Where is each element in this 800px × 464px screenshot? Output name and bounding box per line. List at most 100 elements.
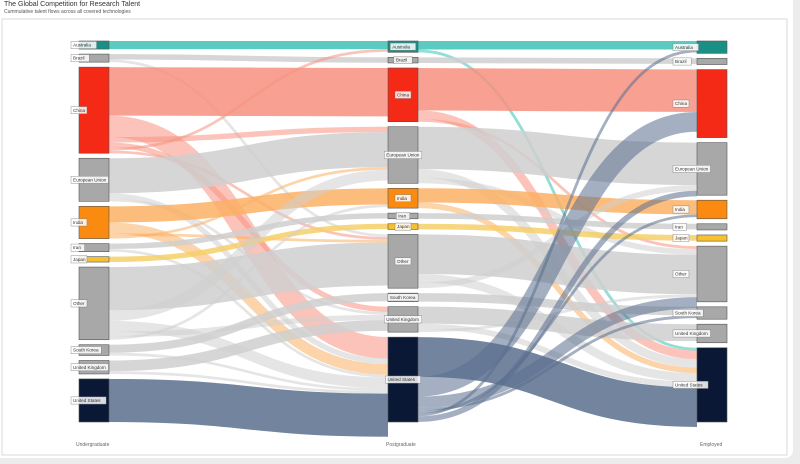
node-employed-iran[interactable] xyxy=(696,223,728,231)
node-label-box xyxy=(70,54,90,62)
node-label-box xyxy=(394,194,412,203)
node-label-postgraduate-south-korea: South Korea xyxy=(390,295,416,300)
node-label-employed-united-states: United States xyxy=(675,382,703,387)
flow-link-other-to-european-union xyxy=(108,169,389,321)
flow-link-china-to-china xyxy=(108,67,389,117)
node-label-undergraduate-japan: Japan xyxy=(73,257,86,262)
flow-link-united-kingdom-to-united-states xyxy=(108,371,389,394)
node-label-postgraduate-australia: Australia xyxy=(392,44,410,49)
node-label-undergraduate-other: Other xyxy=(73,301,85,306)
node-label-employed-china: China xyxy=(675,101,687,106)
node-label-undergraduate-united-states: United States xyxy=(73,398,101,403)
node-label-box xyxy=(70,255,88,264)
node-label-box xyxy=(672,57,692,66)
node-label-employed-iran: Iran xyxy=(675,224,683,229)
flow-link-united-states-to-european-union xyxy=(417,190,698,423)
node-label-box xyxy=(396,212,410,220)
flow-link-united-states-to-united-states xyxy=(417,337,698,427)
node-label-postgraduate-iran: Iran xyxy=(398,214,406,219)
node-label-box xyxy=(70,299,88,308)
node-label-employed-india: India xyxy=(675,207,685,212)
flow-link-china-to-australia xyxy=(108,49,389,151)
node-label-box xyxy=(672,234,690,242)
chart-frame: The Global Competition for Research Tale… xyxy=(0,0,793,458)
stage-label-undergraduate: Undergraduate xyxy=(76,442,110,448)
node-label-box xyxy=(672,309,704,317)
flow-link-china-to-other xyxy=(108,150,389,240)
flow-link-united-kingdom-to-united-kingdom xyxy=(108,320,389,372)
node-label-box xyxy=(672,99,690,108)
flow-link-european-union-to-other xyxy=(417,177,698,255)
node-label-undergraduate-australia: Australia xyxy=(73,43,91,48)
node-label-postgraduate-india: India xyxy=(397,196,407,201)
node-label-box xyxy=(70,41,97,49)
node-label-box xyxy=(390,42,416,51)
node-label-box xyxy=(70,396,107,405)
flow-link-united-states-to-china xyxy=(417,111,698,397)
node-label-employed-other: Other xyxy=(675,272,687,277)
flow-link-other-to-india xyxy=(108,204,389,340)
flow-link-united-states-to-south-korea xyxy=(417,315,698,411)
node-label-employed-united-kingdom: United Kingdom xyxy=(675,331,708,336)
node-label-undergraduate-european-union: European Union xyxy=(73,177,107,182)
flow-link-united-states-to-australia xyxy=(417,49,698,417)
node-label-undergraduate-south-korea: South Korea xyxy=(73,348,99,353)
flow-link-united-kingdom-to-united-kingdom xyxy=(417,306,698,342)
node-label-box xyxy=(70,175,109,184)
node-label-box xyxy=(385,375,421,384)
node-label-undergraduate-china: China xyxy=(73,108,85,113)
node-label-box xyxy=(672,43,699,51)
node-label-box xyxy=(394,91,412,99)
node-label-undergraduate-iran: Iran xyxy=(73,245,81,250)
node-employed-brazil[interactable] xyxy=(696,58,728,65)
flow-link-other-to-other xyxy=(108,242,389,311)
node-label-box xyxy=(70,106,88,115)
flow-link-united-states-to-united-states xyxy=(108,378,389,437)
node-label-undergraduate-india: India xyxy=(73,220,83,225)
node-label-box xyxy=(394,257,412,266)
node-label-box xyxy=(70,363,109,372)
node-label-box xyxy=(384,315,422,324)
flow-link-other-to-united-states xyxy=(108,320,389,389)
flow-link-brazil-to-brazil xyxy=(417,57,698,65)
node-label-employed-japan: Japan xyxy=(675,236,688,241)
flow-link-india-to-united-states xyxy=(417,202,698,374)
flow-link-india-to-india xyxy=(108,188,389,223)
chart-subtitle: Cummulative talent flows across all cove… xyxy=(4,9,131,15)
flow-link-south-korea-to-south-korea xyxy=(108,293,389,353)
flow-link-south-korea-to-united-states xyxy=(108,352,389,391)
node-label-box xyxy=(672,165,711,173)
flow-link-european-union-to-european-union xyxy=(417,126,698,186)
stage-label-postgraduate: Postgraduate xyxy=(386,442,416,448)
node-label-employed-australia: Australia xyxy=(675,45,693,50)
node-label-employed-south-korea: South Korea xyxy=(675,311,701,316)
node-employed-other[interactable] xyxy=(696,245,728,303)
node-label-undergraduate-united-kingdom: United Kingdom xyxy=(73,365,106,370)
flow-link-brazil-to-brazil xyxy=(108,54,389,63)
node-label-postgraduate-brazil: Brazil xyxy=(396,58,408,63)
node-employed-japan[interactable] xyxy=(696,234,728,242)
flow-link-iran-to-iran xyxy=(108,213,389,249)
node-employed-australia[interactable] xyxy=(696,40,728,54)
node-label-employed-brazil: Brazil xyxy=(675,59,687,64)
node-employed-india[interactable] xyxy=(696,199,728,220)
flow-link-china-to-european-union xyxy=(108,126,389,143)
node-label-box xyxy=(672,223,687,231)
flow-link-china-to-other xyxy=(417,118,698,249)
flow-link-united-states-to-india xyxy=(417,214,698,414)
node-label-postgraduate-united-states: United States xyxy=(387,377,415,382)
node-employed-china[interactable] xyxy=(696,69,728,138)
node-label-box xyxy=(70,346,102,354)
node-label-box xyxy=(672,329,711,338)
node-label-employed-european-union: European Union xyxy=(675,167,709,172)
flow-link-european-union-to-european-union xyxy=(108,132,389,194)
node-label-box xyxy=(70,218,88,227)
node-label-postgraduate-china: China xyxy=(397,92,409,97)
node-label-undergraduate-brazil: Brazil xyxy=(73,56,85,61)
sankey-diagram: Australia Brazil China European Union India I… xyxy=(1,18,788,456)
chart-title: The Global Competition for Research Tale… xyxy=(4,1,141,8)
node-label-box xyxy=(672,205,690,214)
node-label-box xyxy=(393,56,413,64)
node-label-postgraduate-united-kingdom: United Kingdom xyxy=(386,317,419,322)
node-label-box xyxy=(384,151,422,159)
